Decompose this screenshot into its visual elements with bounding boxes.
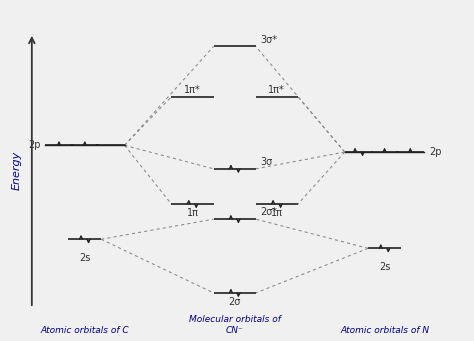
Text: 1π*: 1π* — [184, 85, 201, 95]
Text: 3σ: 3σ — [260, 157, 273, 167]
Text: 3σ*: 3σ* — [260, 35, 277, 45]
Text: Molecular orbitals of
CN⁻: Molecular orbitals of CN⁻ — [189, 315, 281, 335]
Text: 2σ: 2σ — [228, 297, 241, 307]
Text: 2s: 2s — [379, 262, 390, 272]
Text: 2p: 2p — [28, 140, 40, 150]
Text: 2p: 2p — [429, 147, 442, 157]
Text: Atomic orbitals of N: Atomic orbitals of N — [340, 326, 429, 335]
Text: 2σ*: 2σ* — [260, 207, 278, 218]
Text: 1π: 1π — [186, 208, 199, 218]
Text: 2s: 2s — [79, 253, 91, 263]
Text: 1π*: 1π* — [268, 85, 285, 95]
Text: Energy: Energy — [12, 151, 22, 190]
Text: Atomic orbitals of C: Atomic orbitals of C — [40, 326, 129, 335]
Text: 1π: 1π — [271, 208, 283, 218]
